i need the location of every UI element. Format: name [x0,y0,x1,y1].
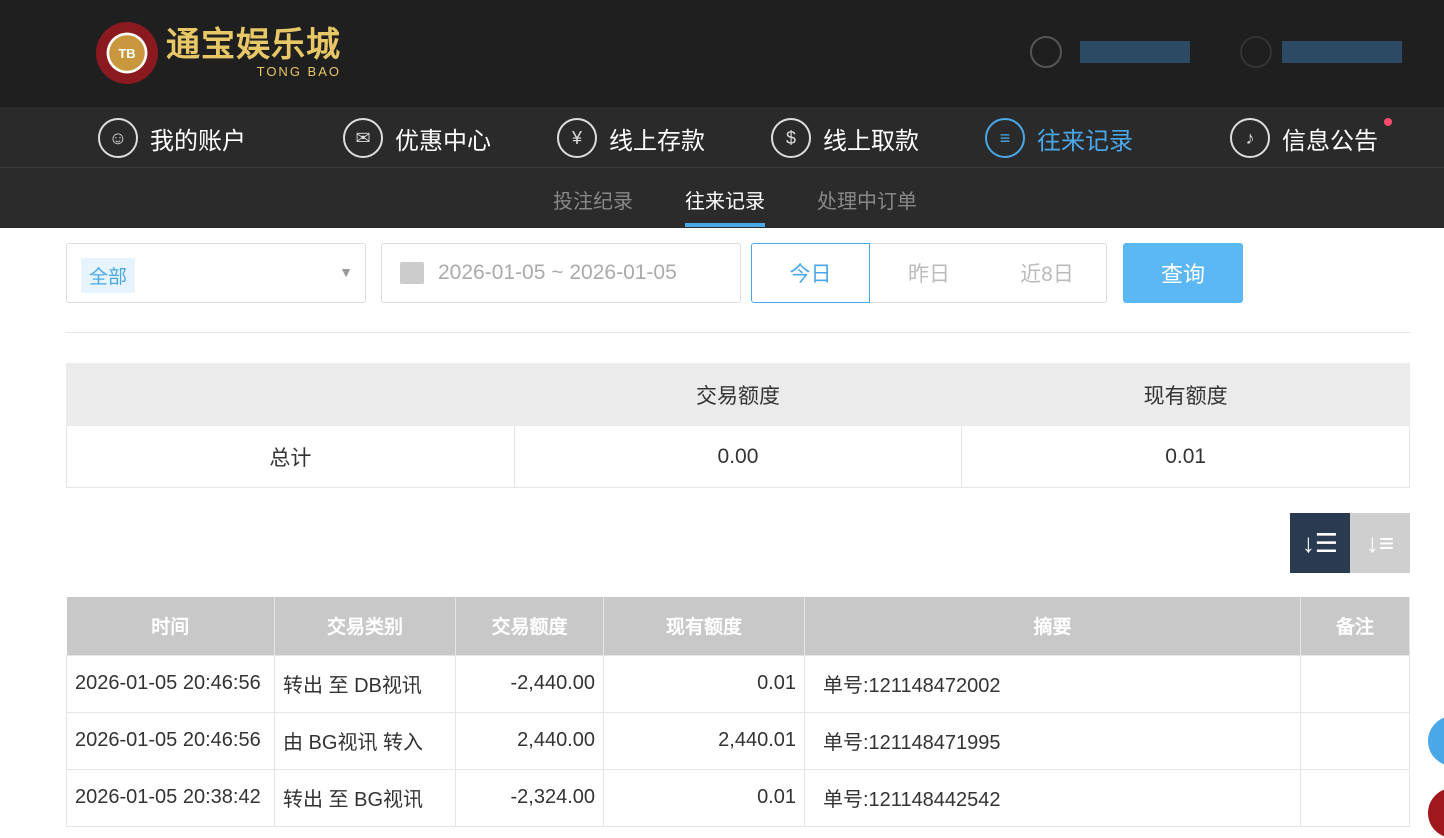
summary-balance: 0.01 [961,425,1410,488]
col-amount: 交易额度 [455,597,604,655]
col-time: 时间 [66,597,275,655]
table-row: 2026-01-05 20:38:42 转出 至 BG视讯 -2,324.00 0.0… [66,768,1410,827]
col-balance: 现有额度 [603,597,805,655]
redacted-username [1080,41,1190,63]
nav-records[interactable]: ≡ 往来记录 [985,118,1133,158]
floating-promo-button[interactable] [1428,788,1444,838]
redacted-balance [1282,41,1402,63]
caret-down-icon: ▼ [339,264,353,280]
logo-subtext: TONG BAO [256,64,341,79]
query-button[interactable]: 查询 [1123,243,1243,303]
gift-icon: ✉ [343,118,383,158]
last-8-days-button[interactable]: 近8日 [988,243,1107,303]
col-type: 交易类别 [274,597,456,655]
logo-chip-icon: TB [96,22,158,84]
logo-text: 通宝娱乐城 [166,25,341,65]
records-icon: ≡ [985,118,1025,158]
summary-header: 现有额度 [961,363,1410,426]
user-icon: ☺ [98,118,138,158]
subtab-bet-records[interactable]: 投注纪录 [553,191,633,213]
wallet-icon [1240,36,1272,68]
subtab-transaction-records[interactable]: 往来记录 [685,185,765,227]
summary-table: 交易额度 现有额度 总计 0.00 0.01 [66,363,1410,488]
deposit-icon: ¥ [557,118,597,158]
top-header: TB 通宝娱乐城 TONG BAO [0,0,1444,107]
logo[interactable]: TB 通宝娱乐城 TONG BAO [96,22,341,84]
yesterday-button[interactable]: 昨日 [870,243,989,303]
calendar-icon [400,262,424,284]
sort-desc-icon[interactable]: ↓☰ [1290,513,1350,573]
subtab-pending-orders[interactable]: 处理中订单 [817,191,917,213]
nav-deposit[interactable]: ¥ 线上存款 [557,118,705,158]
user-balance[interactable] [1240,36,1402,68]
nav-promotions[interactable]: ✉ 优惠中心 [343,118,491,158]
main-nav: ☺ 我的账户 ✉ 优惠中心 ¥ 线上存款 $ 线上取款 ≡ 往来记录 ♪ 信息公告 [0,107,1444,168]
divider [66,332,1410,333]
floating-service-button[interactable] [1428,716,1444,766]
withdraw-icon: $ [771,118,811,158]
date-range-picker[interactable]: 2026-01-05 ~ 2026-01-05 [381,243,741,303]
sub-nav: 投注纪录 往来记录 处理中订单 [0,168,1444,228]
nav-announcements[interactable]: ♪ 信息公告 [1230,118,1392,158]
col-remark: 备注 [1300,597,1410,655]
col-summary: 摘要 [804,597,1301,655]
selected-type-tag: 全部 [81,258,136,293]
summary-transaction-total: 0.00 [513,425,963,488]
nav-withdraw[interactable]: $ 线上取款 [771,118,919,158]
table-row: 2026-01-05 20:46:56 由 BG视讯 转入 2,440.00 2,44… [66,711,1410,770]
today-button[interactable]: 今日 [751,243,870,303]
summary-label: 总计 [66,425,515,488]
bell-icon: ♪ [1230,118,1270,158]
user-icon [1030,36,1062,68]
nav-my-account[interactable]: ☺ 我的账户 [98,118,246,158]
notification-badge [1384,118,1392,126]
type-select[interactable]: 全部 ▼ [66,243,366,303]
table-row: 2026-01-05 20:46:56 转出 至 DB视讯 -2,440.00 0.0… [66,654,1410,713]
user-account[interactable] [1030,36,1190,68]
records-table: 时间 交易类别 交易额度 现有额度 摘要 备注 2026-01-05 20:46… [66,597,1410,827]
sort-asc-icon[interactable]: ↓≡ [1350,513,1410,573]
summary-header: 交易额度 [513,363,963,426]
